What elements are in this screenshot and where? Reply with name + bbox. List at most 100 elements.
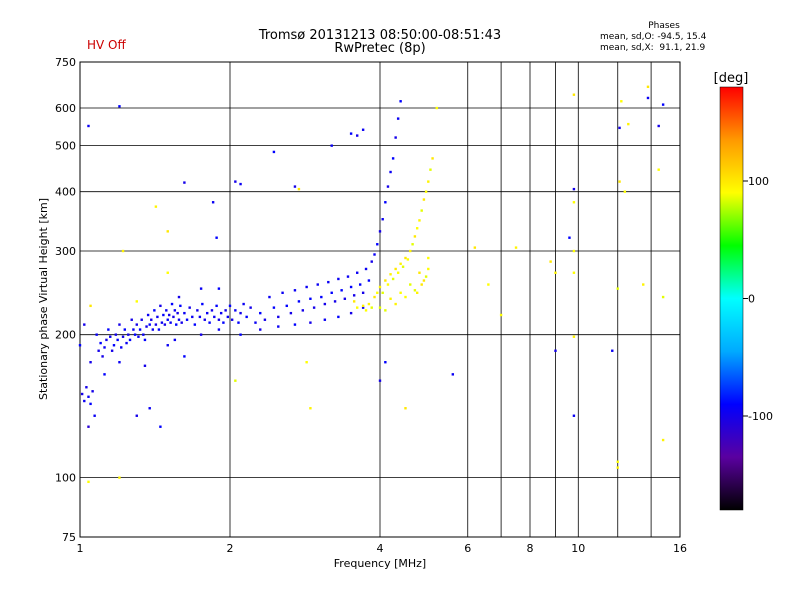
data-point xyxy=(364,267,368,271)
data-point xyxy=(277,315,280,319)
data-point xyxy=(618,180,621,183)
y-tick-label: 500 xyxy=(55,140,76,153)
data-point xyxy=(143,364,147,367)
data-point xyxy=(499,313,503,317)
data-point xyxy=(234,309,237,312)
data-point xyxy=(424,190,428,193)
data-point xyxy=(340,289,343,292)
data-point xyxy=(394,302,397,306)
data-point xyxy=(179,304,182,308)
data-point xyxy=(226,315,230,319)
data-point xyxy=(373,295,376,299)
data-point xyxy=(627,122,630,126)
y-tick-labels: 75 100 200 300 400 500 600 750 xyxy=(55,56,76,544)
data-point xyxy=(118,476,121,479)
data-point xyxy=(337,277,340,281)
data-point xyxy=(572,249,576,253)
data-point xyxy=(103,373,106,376)
data-point xyxy=(163,323,167,326)
data-point xyxy=(120,346,123,349)
data-point xyxy=(222,321,225,324)
data-points xyxy=(78,85,665,484)
data-point xyxy=(657,168,660,171)
data-point xyxy=(128,338,132,342)
data-point xyxy=(396,117,400,120)
data-point xyxy=(572,93,576,96)
data-point xyxy=(143,338,147,342)
data-point xyxy=(145,325,148,328)
data-point xyxy=(210,309,214,312)
data-point xyxy=(370,260,373,263)
data-point xyxy=(361,304,365,308)
data-point xyxy=(349,311,353,315)
data-point xyxy=(107,328,110,331)
y-tick-label: 100 xyxy=(55,472,76,485)
data-point xyxy=(203,318,206,321)
data-point xyxy=(415,291,419,295)
data-point xyxy=(125,341,128,345)
data-point xyxy=(97,349,100,352)
data-point xyxy=(309,321,312,324)
data-point xyxy=(112,344,116,347)
data-point xyxy=(620,100,623,103)
data-point xyxy=(121,249,125,253)
data-point xyxy=(196,309,199,312)
data-point xyxy=(391,157,395,160)
colorbar-label: [deg] xyxy=(714,71,749,86)
data-point xyxy=(176,311,179,315)
data-point xyxy=(386,283,390,286)
colorbar xyxy=(719,86,744,511)
data-point xyxy=(228,304,232,308)
data-point xyxy=(234,180,237,183)
data-point xyxy=(89,304,92,308)
data-point xyxy=(172,315,175,319)
data-point xyxy=(361,306,365,309)
data-point xyxy=(364,309,368,312)
data-point xyxy=(409,283,412,286)
data-point xyxy=(208,321,211,324)
data-point xyxy=(101,355,104,358)
data-point xyxy=(259,311,262,315)
data-point xyxy=(140,318,143,321)
data-point xyxy=(661,438,665,442)
x-tick-label: 2 xyxy=(227,542,234,555)
data-point xyxy=(378,230,382,233)
data-point xyxy=(130,318,133,321)
colorbar-tick-label: -100 xyxy=(748,410,773,423)
data-point xyxy=(404,407,407,410)
data-point xyxy=(323,318,327,321)
data-point xyxy=(427,267,430,271)
data-point xyxy=(166,271,169,274)
data-point xyxy=(205,311,209,315)
data-point xyxy=(281,291,284,295)
data-point xyxy=(277,325,280,328)
data-point xyxy=(646,96,650,100)
y-tick-label: 75 xyxy=(62,531,76,544)
data-point xyxy=(224,309,227,312)
data-point xyxy=(146,313,150,317)
x-tick-label: 1 xyxy=(77,542,84,555)
data-point xyxy=(333,300,337,303)
data-point xyxy=(616,460,619,463)
x-tick-label: 10 xyxy=(571,542,585,555)
data-point xyxy=(166,318,169,321)
data-point xyxy=(213,315,216,319)
data-point xyxy=(473,246,477,249)
data-point xyxy=(378,285,382,289)
data-point xyxy=(418,271,421,274)
data-point xyxy=(424,275,428,278)
data-point xyxy=(159,304,162,308)
colorbar-tick-label: 0 xyxy=(748,293,755,306)
data-point xyxy=(169,321,172,324)
data-point xyxy=(150,318,153,321)
data-point xyxy=(268,295,271,299)
data-point xyxy=(217,328,221,331)
x-tick-label: 6 xyxy=(464,542,471,555)
data-point xyxy=(160,321,164,324)
data-point xyxy=(404,256,407,260)
data-point xyxy=(323,302,327,306)
data-point xyxy=(394,136,397,139)
data-point xyxy=(389,297,392,300)
data-point xyxy=(135,300,138,303)
data-point xyxy=(361,291,365,295)
